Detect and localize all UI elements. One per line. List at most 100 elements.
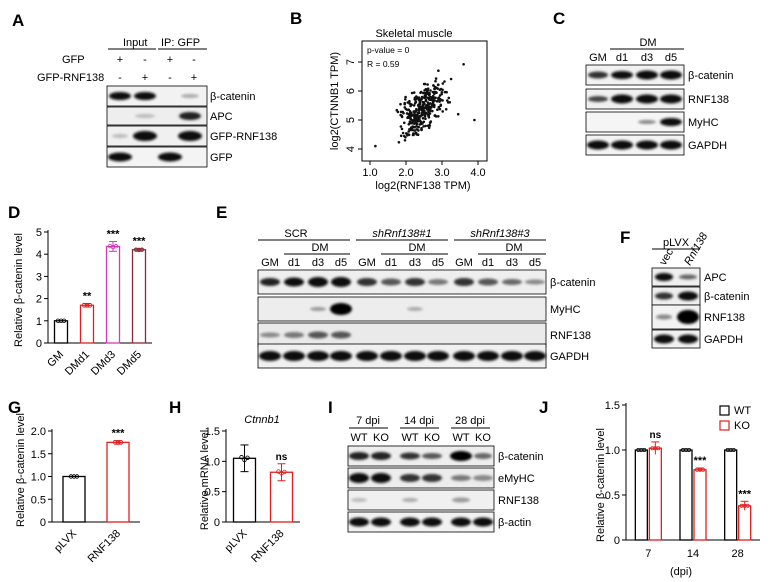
c-lane-gm: GM [589,52,607,64]
blot-i-beta-actin [347,511,495,533]
scatter-point [441,88,444,92]
e-lane-d1-3: d1 [482,257,494,269]
scatter-point [421,117,425,120]
blot-a-beta-catenin [106,85,208,107]
scatter-point [413,110,416,113]
scatter-point [405,112,409,115]
e-lane-d5-1: d5 [335,257,347,269]
blot-e-beta-catenin [257,269,547,295]
data-point [133,247,139,252]
scatter-point [406,101,410,104]
scatter-point [441,110,445,113]
sign-r2-l2: + [142,72,148,84]
i-tp-14: 14 dpi [404,415,434,427]
significance-label: ns [276,452,288,463]
scatter-point [422,125,425,128]
bar-wt [679,449,693,541]
scatter-point [396,110,400,114]
data-point [701,467,706,472]
panel-letter-b: B [290,9,302,28]
y-tick-label: 0 [36,338,42,350]
label-e-gapdh: GAPDH [550,351,589,363]
scatter-point [416,116,420,119]
j-legend-wt-label: WT [734,405,751,417]
scatter-point [410,111,413,115]
panel-i: 7 dpi 14 dpi 28 dpi WT KO WT KO WT KO [347,415,543,533]
scatter-point [449,77,453,81]
b-ytick-2: 5 [345,117,357,123]
blot-e-myhc [257,296,547,322]
y-tick-label: 5 [36,227,42,239]
scatter-point [410,114,413,117]
blot-e-gapdh [257,343,547,369]
scatter-point [443,90,447,94]
bar [105,245,121,344]
scatter-point [420,95,424,99]
scatter-point [399,110,403,114]
label-f-apc: APC [704,272,727,284]
scatter-point [417,119,420,123]
scatter-point [413,117,416,120]
scatter-point [437,69,440,72]
scatter-point [444,108,448,111]
bar [62,475,86,523]
blot-i-rnf138 [347,489,495,511]
e-lane-d1-1: d1 [288,257,300,269]
scatter-point [426,90,429,93]
scatter-point [443,80,446,83]
scatter-point [433,85,437,89]
i-geno-6: KO [475,432,491,444]
scatter-point [432,105,436,109]
panel-b: Skeletal muscle p-value = 0 R = 0.59 1.0… [329,28,488,192]
scatter-point [417,106,421,110]
data-point [61,318,67,323]
y-tick-label: 0.5 [31,494,46,506]
data-point [687,447,692,452]
e-group-sh1: shRnf138#1 [372,228,431,240]
scatter-point [423,114,427,118]
scatter-point [428,112,432,115]
e-lane-gm-3: GM [455,257,473,269]
scatter-point [407,130,411,133]
x-tick-label: GM [45,349,66,370]
scatter-point [462,63,465,66]
scatter-point [424,124,427,128]
panel-f: pLVX vec Rnf138 APC β-catenin RNF138 GAP… [651,230,749,349]
scatter-point [430,104,434,107]
y-tick-label: 1.0 [205,456,220,468]
scatter-point [412,132,415,135]
scatter-point [436,108,439,111]
data-point [115,440,121,445]
scatter-point [403,102,407,106]
scatter-point [435,100,439,103]
x-tick-label: RNF138 [86,528,123,565]
blot-i-beta-catenin [347,445,495,467]
x-tick-label: DMd1 [63,349,92,378]
b-xtick-1: 1.0 [362,167,377,179]
panel-letter-a: A [12,11,24,30]
e-group-scr: SCR [284,228,307,240]
y-tick-label: 4 [36,249,42,261]
scatter-point [417,103,421,106]
y-tick-label: 0.5 [205,487,220,499]
bar [53,320,69,344]
scatter-point [434,79,437,83]
significance-label: *** [112,428,126,440]
i-geno-5: WT [452,432,469,444]
j-legend: WT KO [719,405,751,432]
scatter-point [399,134,403,138]
b-xtick-4: 4.0 [470,167,485,179]
row-label-gfp: GFP [62,54,85,66]
sign-r1-l2: - [143,54,147,66]
panel-letter-e: E [216,203,227,222]
y-tick-label: 0 [614,535,620,547]
panel-letter-j: J [539,398,548,417]
scatter-point [431,90,435,94]
label-c-myhc: MyHC [688,117,719,129]
label-c-beta-catenin: β-catenin [688,70,733,82]
i-geno-4: KO [424,432,440,444]
e-lane-gm-1: GM [261,257,279,269]
scatter-point [399,125,403,128]
scatter-point [432,84,435,87]
